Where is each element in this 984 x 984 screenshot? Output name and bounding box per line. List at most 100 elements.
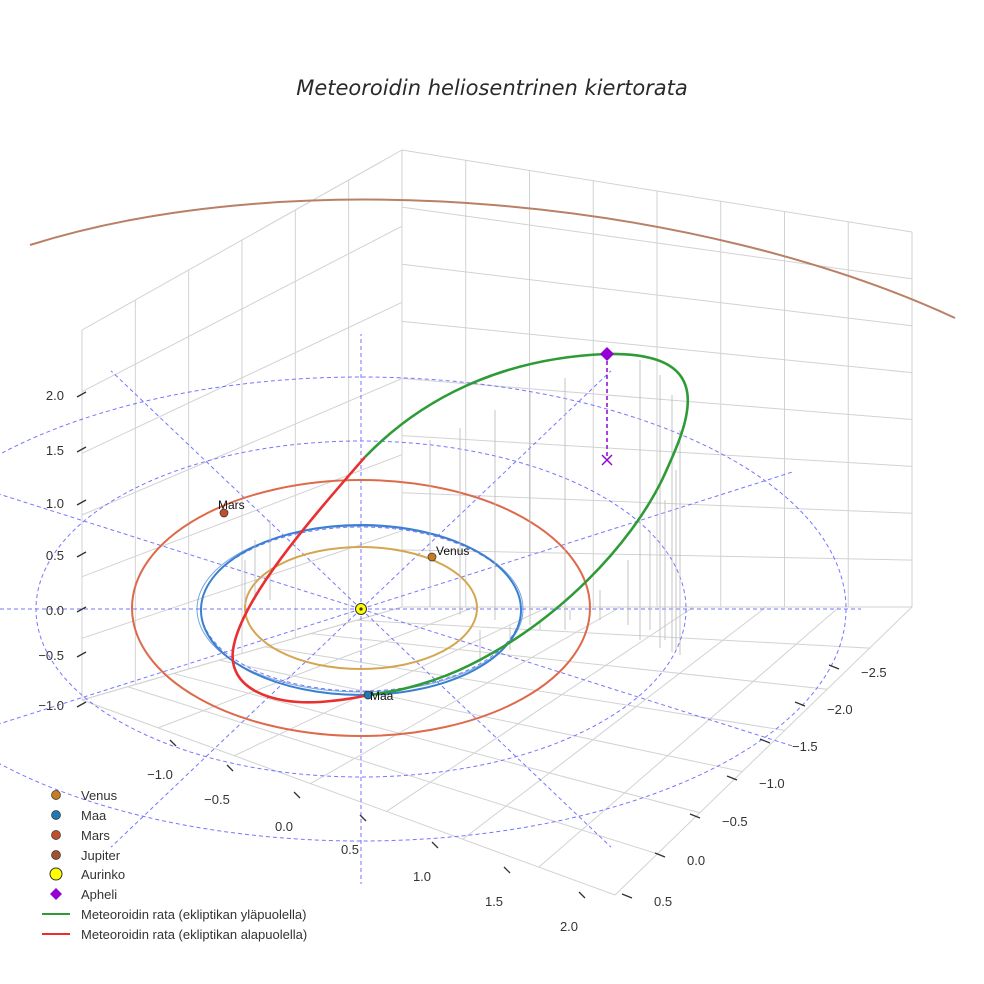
ref-spoke-8	[110, 370, 362, 610]
y-axis-tick-mark	[654, 852, 666, 858]
grid-right-h	[401, 378, 913, 420]
orbit-jupiter	[29, 198, 956, 319]
legend-orbit-below-label: Meteoroidin rata (ekliptikan alapuolella…	[81, 927, 307, 942]
ref-spoke-1	[360, 608, 795, 747]
y-axis-tick-mark	[828, 664, 840, 670]
z-axis-tick-label: 0.5	[46, 548, 64, 563]
x-axis-tick-label: 0.0	[275, 819, 293, 834]
ref-spoke-7	[0, 493, 362, 610]
grid-right-h	[401, 549, 913, 561]
legend-mars-label: Mars	[81, 828, 110, 843]
earth-marker	[363, 690, 373, 700]
z-axis-ticks: −1.0 −0.5 0.0 0.5 1.0 1.5 2.0	[38, 388, 87, 713]
orbit-maa-outline	[196, 525, 524, 693]
aphelion-marker	[600, 347, 614, 361]
earth-label: Maa	[370, 689, 394, 703]
z-axis-tick-label: 2.0	[46, 388, 64, 403]
grid-lines	[81, 149, 913, 896]
ref-spoke-10	[360, 370, 612, 610]
x-axis-tick-label: 1.0	[413, 869, 431, 884]
legend-jupiter-marker	[51, 850, 61, 860]
x-axis-tick-label: 2.0	[560, 919, 578, 934]
mars-marker	[219, 508, 229, 518]
z-axis-tick-mark	[76, 551, 87, 558]
x-axis-tick-mark	[226, 764, 234, 772]
legend-jupiter-label: Jupiter	[81, 848, 121, 863]
x-axis-tick-label: −0.5	[204, 792, 230, 807]
grid-floor-v	[127, 686, 658, 855]
y-axis-tick-mark	[726, 775, 738, 781]
grid-floor-v	[173, 672, 700, 814]
y-axis-tick-mark	[621, 893, 633, 899]
y-axis-tick-label: −0.5	[722, 814, 748, 829]
venus-label: Venus	[436, 544, 469, 558]
y-axis-tick-label: −1.5	[792, 739, 818, 754]
grid-left-h	[81, 530, 403, 639]
legend-earth-marker	[51, 810, 61, 820]
mars-label: Mars	[218, 498, 245, 512]
y-axis-tick-label: 0.5	[654, 894, 672, 909]
y-axis-tick-mark	[794, 701, 806, 707]
z-axis-tick-label: 0.0	[46, 603, 64, 618]
orbit-maa	[200, 524, 522, 696]
legend-sun-marker	[49, 867, 63, 881]
x-axis-tick-mark	[431, 841, 439, 849]
grid-floor-v	[219, 659, 743, 773]
meteoroid-orbit-below	[231, 456, 369, 704]
grid-floor-h	[538, 606, 840, 868]
drop-lines	[244, 360, 681, 665]
grid-floor-v	[81, 699, 616, 896]
ref-spoke-11	[360, 471, 795, 610]
y-axis-tick-label: 0.0	[687, 853, 705, 868]
grid-floor-h	[614, 606, 913, 896]
x-axis-tick-mark	[503, 866, 511, 874]
z-axis-tick-label: 1.5	[46, 443, 64, 458]
meteoroid-orbit-above	[364, 352, 690, 697]
legend-orbit-above-label: Meteoroidin rata (ekliptikan yläpuolella…	[81, 907, 306, 922]
x-axis-tick-mark	[293, 791, 301, 799]
z-axis-tick-mark	[76, 446, 87, 453]
x-axis-tick-label: −1.0	[147, 767, 173, 782]
chart-title: Meteoroidin heliosentrinen kiertorata	[296, 76, 688, 100]
sun-center-dot	[359, 607, 363, 611]
x-axis-tick-label: 0.5	[341, 842, 359, 857]
grid-floor-h	[157, 606, 476, 729]
z-axis-tick-label: 1.0	[46, 496, 64, 511]
ref-spoke-2	[360, 608, 612, 848]
z-axis-tick-mark	[76, 701, 87, 708]
grid-floor-h	[310, 606, 621, 785]
aphelion-projection-marker	[601, 454, 613, 466]
y-axis-tick-label: −2.0	[827, 702, 853, 717]
y-axis-tick-mark	[689, 813, 701, 819]
legend-venus-label: Venus	[81, 788, 118, 803]
z-axis-tick-mark	[76, 606, 87, 613]
legend-mars-marker	[51, 830, 61, 840]
y-axis-tick-mark	[759, 738, 771, 744]
legend-aphelion-marker	[50, 888, 62, 900]
grid-right-h	[401, 435, 913, 467]
x-axis-ticks: −1.0 −0.5 0.0 0.5 1.0 1.5 2.0	[147, 739, 586, 934]
z-axis-tick-mark	[76, 391, 87, 398]
grid-floor-h	[81, 606, 403, 701]
ref-spoke-5	[0, 608, 362, 725]
z-axis-tick-mark	[76, 651, 87, 658]
legend-earth-label: Maa	[81, 808, 107, 823]
grid-floor-h	[462, 606, 767, 840]
orbit-venus	[244, 546, 478, 670]
grid-right-h	[401, 492, 913, 514]
legend-sun-label: Aurinko	[81, 867, 125, 882]
grid-floor-v	[356, 619, 870, 649]
x-axis-tick-mark	[359, 814, 367, 822]
x-axis-tick-mark	[578, 891, 586, 899]
z-axis-tick-mark	[76, 499, 87, 506]
planet-orbits	[29, 198, 956, 737]
x-axis-tick-label: 1.5	[485, 894, 503, 909]
grid-floor-h	[234, 606, 548, 757]
grid-floor-h	[386, 606, 694, 812]
ref-spoke-4	[110, 608, 362, 848]
ecliptic-reference	[0, 334, 861, 884]
legend-venus-marker	[51, 790, 61, 800]
y-axis-tick-label: −1.0	[759, 776, 785, 791]
y-axis-ticks: 0.5 0.0 −0.5 −1.0 −1.5 −2.0 −2.5	[621, 664, 887, 909]
z-axis-tick-label: −1.0	[38, 698, 64, 713]
